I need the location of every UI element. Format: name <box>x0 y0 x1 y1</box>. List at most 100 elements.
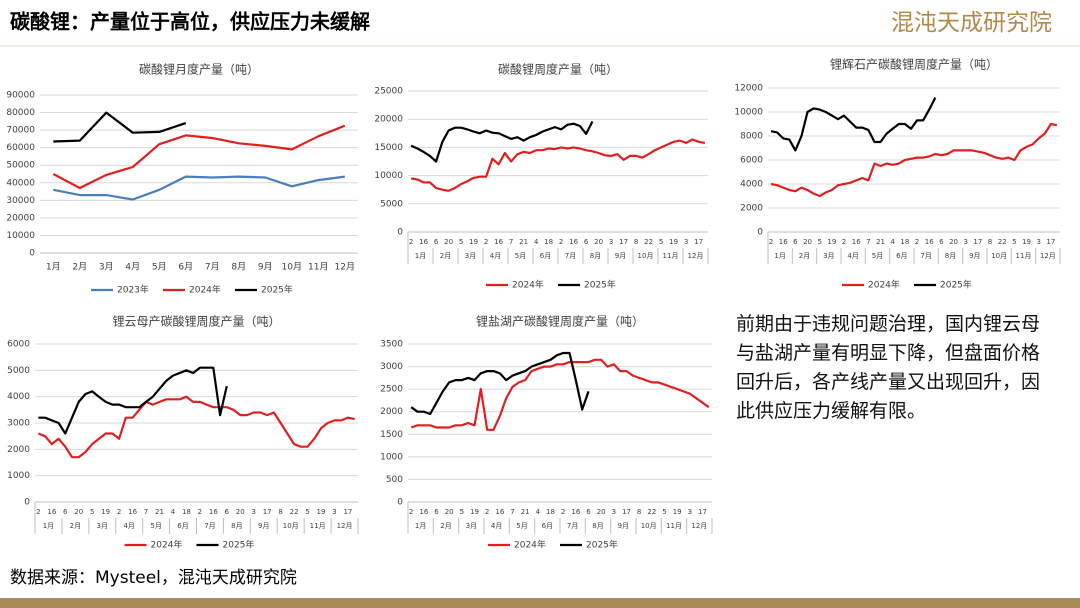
source: 数据来源：Mysteel，混沌天成研究院 <box>10 568 297 588</box>
x-tick-label: 3 <box>963 238 967 246</box>
legend-label: 2025年 <box>261 284 293 296</box>
x-tick-label: 21 <box>155 508 164 516</box>
x-tick-label: 20 <box>594 238 603 246</box>
legend-label: 2025年 <box>940 279 972 291</box>
x-tick-label: 22 <box>290 508 299 516</box>
x-group-label: 7月 <box>565 252 576 260</box>
x-group-label: 3月 <box>465 252 476 260</box>
x-group-label: 1月 <box>43 522 54 530</box>
x-tick-label: 3 <box>251 508 255 516</box>
x-tick-label: 17 <box>622 508 631 516</box>
x-tick-label: 2 <box>769 238 773 246</box>
x-group-label: 5月 <box>872 252 883 260</box>
x-tick-label: 19 <box>827 238 836 246</box>
x-tick-label: 20 <box>949 238 958 246</box>
chart-title: 锂辉石产碳酸锂周度产量（吨） <box>830 57 998 72</box>
x-group-label: 2月 <box>70 522 81 530</box>
x-group-label: 9月 <box>969 252 980 260</box>
x-tick-label: 10月 <box>282 262 302 273</box>
y-tick-label: 60000 <box>6 143 35 153</box>
x-group-label: 11月 <box>663 252 679 260</box>
x-tick-label: 2 <box>198 508 202 516</box>
x-tick-label: 2 <box>117 508 121 516</box>
x-tick-label: 9月 <box>258 262 273 273</box>
legend-label: 2025年 <box>586 539 618 551</box>
x-tick-label: 2 <box>915 238 919 246</box>
y-tick-label: 1500 <box>380 430 403 440</box>
x-group-label: 3月 <box>97 522 108 530</box>
x-tick-label: 6 <box>584 238 589 246</box>
y-tick-label: 90000 <box>6 91 35 101</box>
y-tick-label: 2500 <box>380 385 403 395</box>
x-tick-label: 4月 <box>125 262 140 273</box>
x-tick-label: 5 <box>460 508 464 516</box>
x-tick-label: 17 <box>973 238 982 246</box>
x-group-label: 11月 <box>1016 252 1032 260</box>
x-tick-label: 16 <box>209 508 218 516</box>
x-tick-label: 22 <box>644 238 653 246</box>
x-group-label: 6月 <box>542 522 553 530</box>
x-tick-label: 16 <box>571 508 580 516</box>
y-tick-label: 0 <box>29 249 35 259</box>
logo: 混沌天成研究院 <box>891 10 1052 36</box>
y-tick-label: 3000 <box>7 419 30 429</box>
x-tick-label: 3 <box>688 508 692 516</box>
x-group-label: 6月 <box>177 522 188 530</box>
x-tick-label: 11月 <box>308 262 328 273</box>
x-tick-label: 16 <box>419 508 428 516</box>
x-tick-label: 3 <box>609 238 613 246</box>
x-group-label: 9月 <box>258 522 269 530</box>
x-tick-label: 19 <box>1022 238 1031 246</box>
legend-label: 2024年 <box>512 279 544 291</box>
x-tick-label: 16 <box>569 238 578 246</box>
x-tick-label: 6 <box>225 508 230 516</box>
x-tick-label: 2 <box>559 238 563 246</box>
x-tick-label: 16 <box>494 238 503 246</box>
y-tick-label: 2000 <box>7 445 30 455</box>
x-group-label: 4月 <box>491 522 502 530</box>
x-tick-label: 4 <box>171 508 176 516</box>
x-group-label: 4月 <box>847 252 858 260</box>
x-tick-label: 4 <box>890 238 895 246</box>
y-tick-label: 10000 <box>374 171 403 181</box>
legend-label: 2023年 <box>117 284 149 296</box>
x-group-label: 8月 <box>592 522 603 530</box>
x-tick-label: 3月 <box>99 262 114 273</box>
x-tick-label: 12月 <box>335 262 355 273</box>
x-group-label: 4月 <box>123 522 134 530</box>
y-tick-label: 70000 <box>6 126 35 136</box>
series-line <box>52 124 346 190</box>
x-tick-label: 5 <box>817 238 821 246</box>
y-tick-label: 6000 <box>740 156 763 166</box>
y-tick-label: 5000 <box>7 366 30 376</box>
x-group-label: 2月 <box>799 252 810 260</box>
x-tick-label: 2 <box>842 238 846 246</box>
x-tick-label: 16 <box>779 238 788 246</box>
y-tick-label: 50000 <box>6 161 35 171</box>
x-group-label: 1月 <box>415 522 426 530</box>
x-tick-label: 1月 <box>46 262 61 273</box>
y-tick-label: 0 <box>757 228 763 238</box>
x-group-label: 9月 <box>615 252 626 260</box>
x-tick-label: 20 <box>236 508 245 516</box>
x-tick-label: 6 <box>63 508 68 516</box>
x-tick-label: 5 <box>1012 238 1016 246</box>
y-tick-label: 2000 <box>380 407 403 417</box>
series-line <box>38 366 228 435</box>
x-tick-label: 16 <box>128 508 137 516</box>
x-tick-label: 21 <box>521 508 530 516</box>
x-tick-label: 6月 <box>178 262 193 273</box>
x-tick-label: 20 <box>597 508 606 516</box>
x-tick-label: 19 <box>317 508 326 516</box>
x-group-label: 3月 <box>823 252 834 260</box>
footer-bar <box>0 598 1080 608</box>
series-line <box>410 358 710 431</box>
series-line <box>770 122 1058 198</box>
y-tick-label: 25000 <box>374 87 403 97</box>
x-group-label: 12月 <box>1040 252 1056 260</box>
x-group-label: 6月 <box>540 252 551 260</box>
x-tick-label: 7月 <box>205 262 220 273</box>
x-tick-label: 2 <box>36 508 40 516</box>
x-group-label: 6月 <box>896 252 907 260</box>
x-tick-label: 5月 <box>152 262 167 273</box>
